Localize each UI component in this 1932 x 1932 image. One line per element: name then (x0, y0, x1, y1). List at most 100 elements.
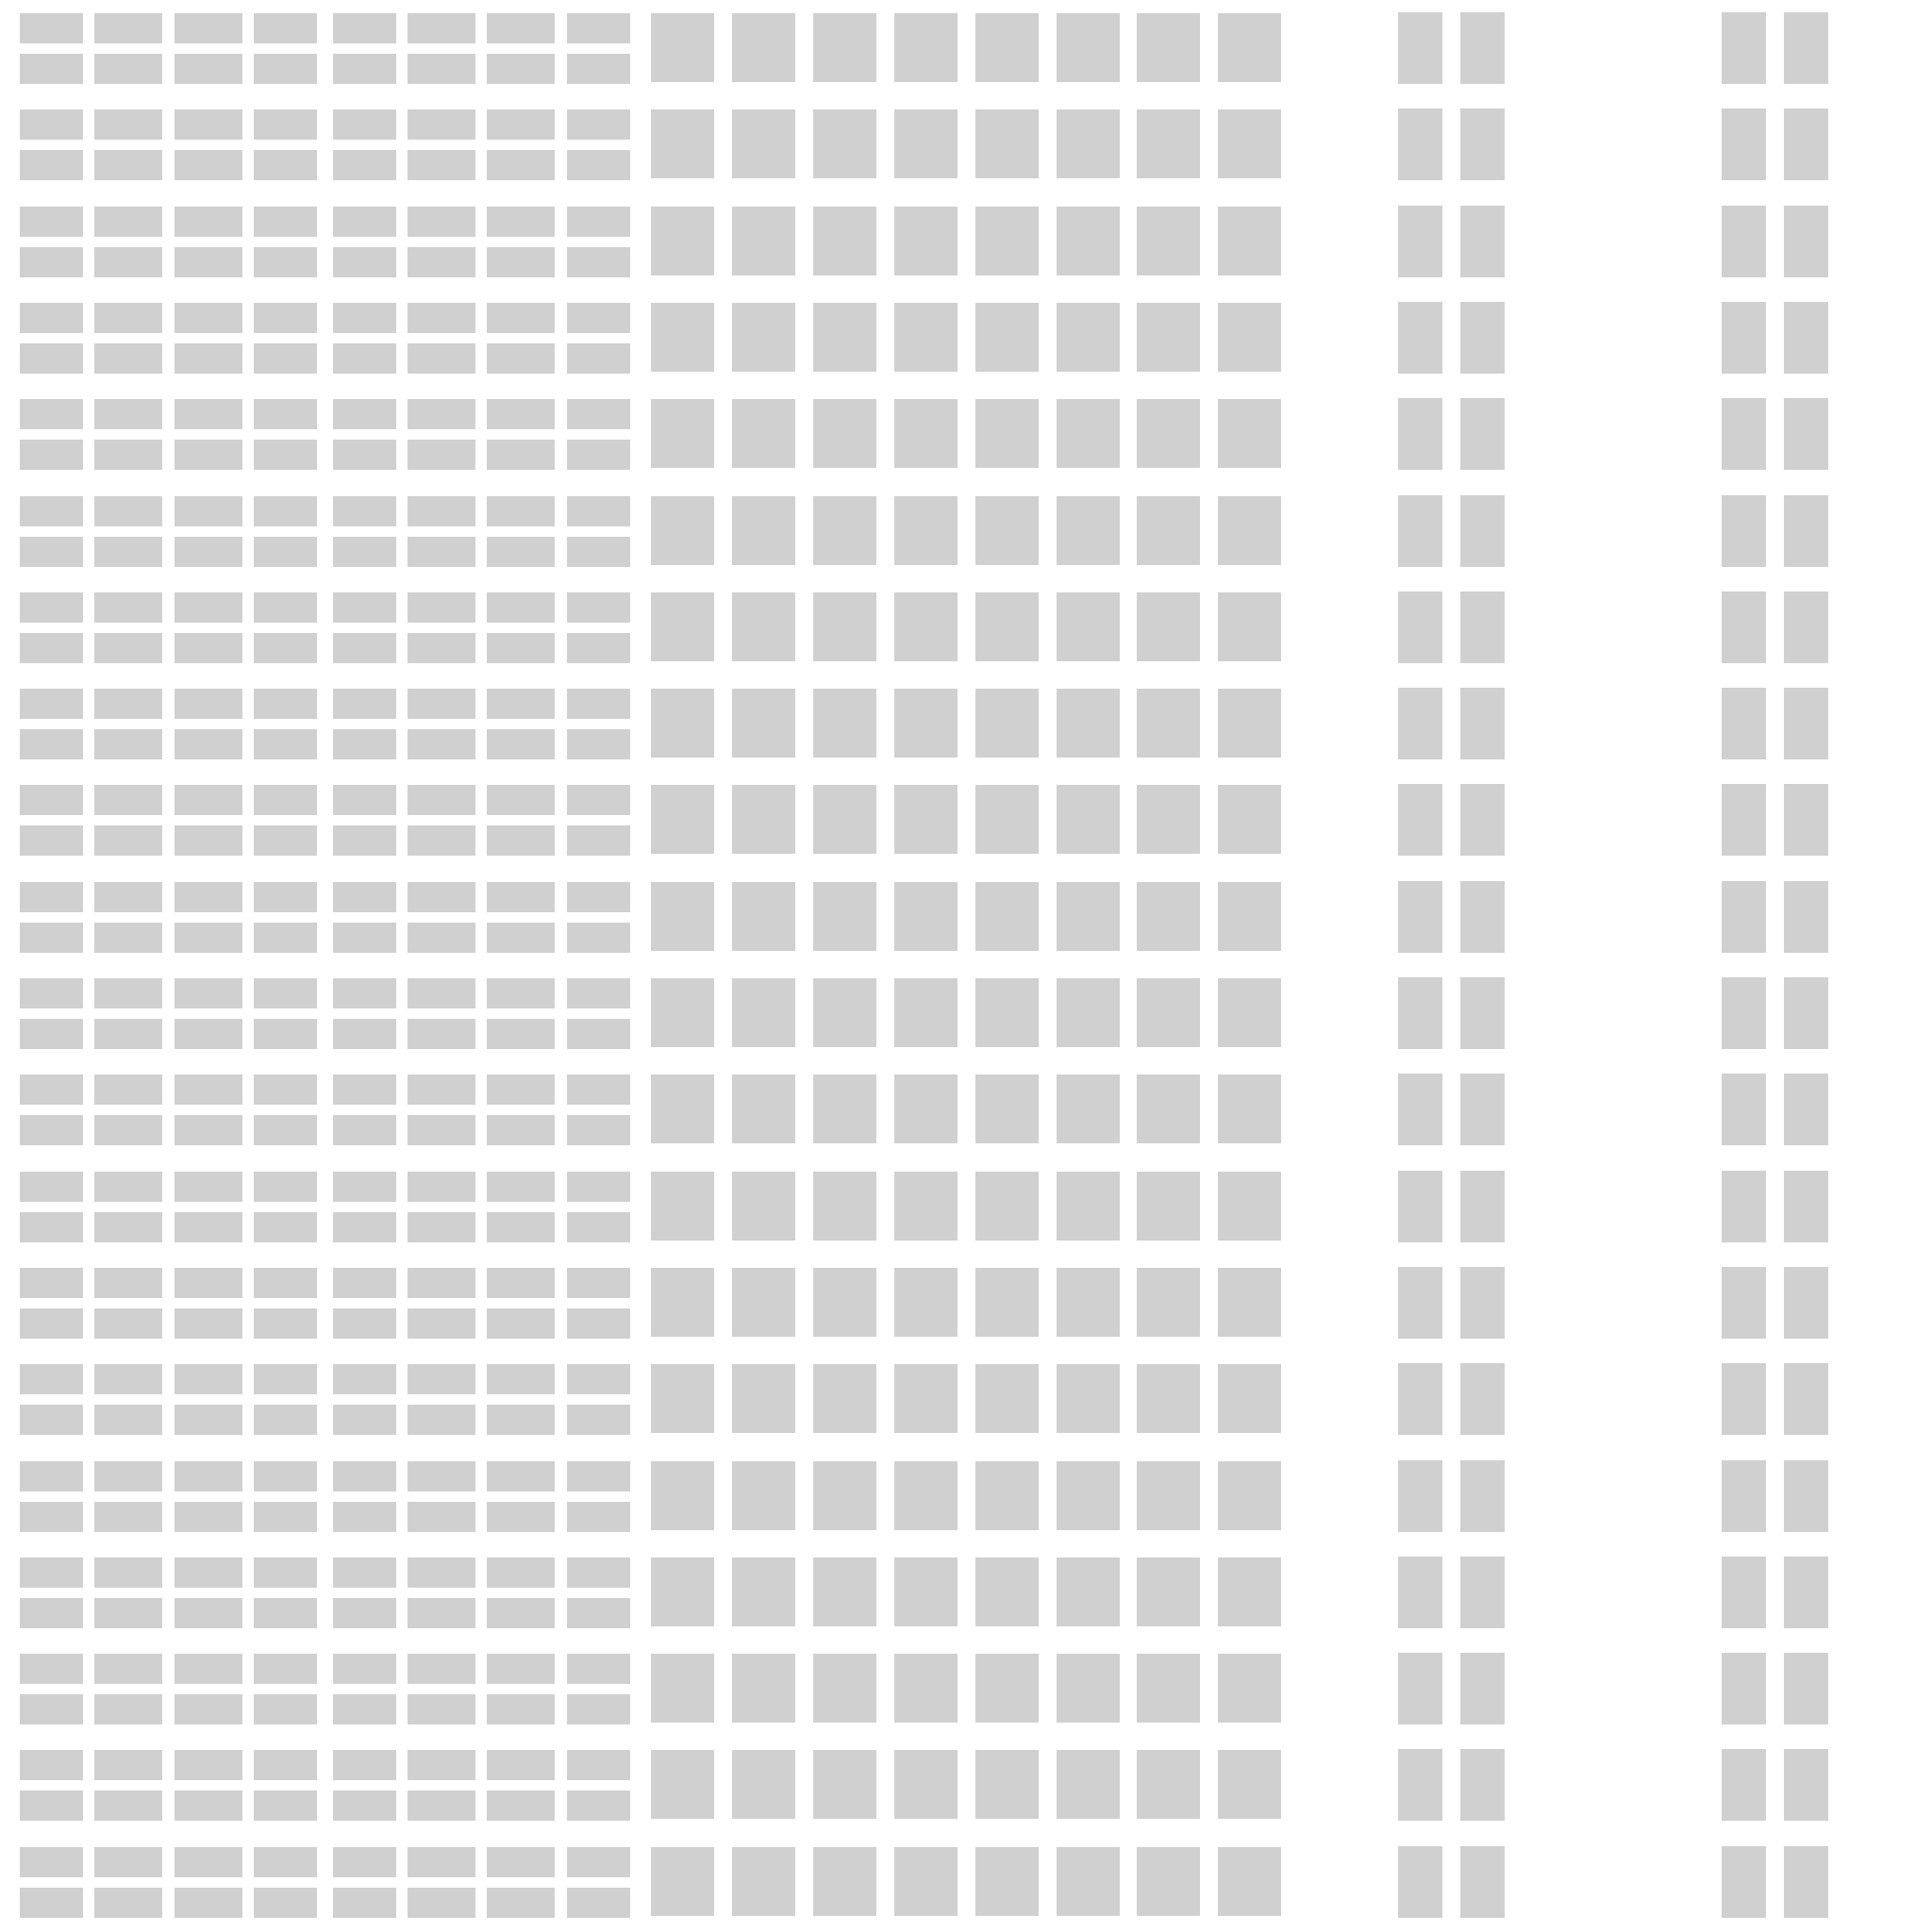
wide-flat-bars-tile (487, 1267, 555, 1298)
wide-flat-bars-tile (567, 1750, 630, 1781)
wide-flat-bars-tile (20, 1211, 83, 1242)
squares-tile (1057, 495, 1120, 565)
squares-tile (1057, 978, 1120, 1047)
wide-flat-bars-tile (175, 1501, 242, 1532)
squares-tile (975, 1846, 1039, 1916)
squares-tile (1057, 785, 1120, 855)
wide-flat-bars-tile (94, 150, 162, 181)
wide-flat-bars-tile (333, 399, 396, 430)
wide-flat-bars-tile (20, 978, 83, 1008)
wide-flat-bars-tile (254, 1307, 317, 1339)
wide-flat-bars-tile (567, 785, 630, 816)
squares-tile (651, 13, 714, 82)
wide-flat-bars-tile (333, 825, 396, 857)
wide-flat-bars-tile (408, 1654, 475, 1685)
squares-tile (651, 1460, 714, 1530)
squares-tile (894, 399, 958, 469)
wide-flat-bars-tile (487, 1307, 555, 1339)
squares-tile (732, 1074, 795, 1144)
narrow-bars-right-tile (1784, 880, 1828, 953)
wide-flat-bars-tile (175, 1750, 242, 1781)
wide-flat-bars-tile (333, 1074, 396, 1106)
wide-flat-bars-tile (408, 342, 475, 374)
squares-tile (1137, 1074, 1200, 1144)
wide-flat-bars-tile (175, 689, 242, 720)
squares-tile (975, 206, 1039, 275)
narrow-bars-right-tile (1784, 108, 1828, 181)
squares-tile (1057, 399, 1120, 469)
squares-tile (651, 1267, 714, 1337)
wide-flat-bars-tile (487, 302, 555, 333)
wide-flat-bars-tile (567, 399, 630, 430)
wide-flat-bars-tile (487, 1211, 555, 1242)
wide-flat-bars-tile (333, 1597, 396, 1628)
squares-tile (1218, 495, 1281, 565)
squares-tile (1057, 1267, 1120, 1337)
wide-flat-bars-tile (94, 1211, 162, 1242)
wide-flat-bars-tile (408, 1364, 475, 1395)
wide-flat-bars-tile (175, 399, 242, 430)
wide-flat-bars-tile (20, 1790, 83, 1822)
wide-flat-bars-tile (94, 591, 162, 623)
wide-flat-bars-tile (254, 1074, 317, 1106)
narrow-bars-center-tile (1398, 108, 1442, 181)
wide-flat-bars-tile (20, 1019, 83, 1049)
squares-tile (813, 1364, 876, 1434)
wide-flat-bars-tile (408, 1171, 475, 1202)
narrow-bars-right-tile (1722, 784, 1766, 857)
squares-tile (813, 1557, 876, 1626)
wide-flat-bars-tile (94, 399, 162, 430)
wide-flat-bars-tile (487, 591, 555, 623)
wide-flat-bars-tile (487, 1750, 555, 1781)
wide-flat-bars-tile (20, 1750, 83, 1781)
squares-tile (813, 13, 876, 82)
squares-tile (651, 399, 714, 469)
squares-tile (894, 1171, 958, 1241)
wide-flat-bars-tile (487, 399, 555, 430)
narrow-bars-right-tile (1784, 784, 1828, 857)
wide-flat-bars-tile (94, 1750, 162, 1781)
squares-tile (1218, 1171, 1281, 1241)
wide-flat-bars-tile (175, 591, 242, 623)
squares-tile (894, 109, 958, 179)
wide-flat-bars-tile (20, 109, 83, 141)
wide-flat-bars-tile (20, 785, 83, 816)
wide-flat-bars-tile (175, 1557, 242, 1588)
squares-tile (1057, 591, 1120, 661)
wide-flat-bars-tile (20, 1501, 83, 1532)
wide-flat-bars-tile (333, 302, 396, 333)
squares-tile (894, 1557, 958, 1626)
wide-flat-bars-tile (254, 246, 317, 277)
wide-flat-bars-tile (254, 978, 317, 1008)
narrow-bars-right-tile (1722, 1266, 1766, 1339)
squares-tile (1137, 978, 1200, 1047)
squares-tile (1218, 978, 1281, 1047)
wide-flat-bars-tile (20, 1307, 83, 1339)
wide-flat-bars-tile (20, 591, 83, 623)
squares-tile (975, 495, 1039, 565)
wide-flat-bars-tile (333, 1887, 396, 1918)
narrow-bars-center-tile (1460, 1363, 1505, 1436)
wide-flat-bars-tile (175, 825, 242, 857)
wide-flat-bars-tile (333, 1171, 396, 1202)
squares-tile (813, 1074, 876, 1144)
squares-tile (732, 13, 795, 82)
wide-flat-bars-tile (408, 246, 475, 277)
wide-flat-bars-tile (20, 399, 83, 430)
squares-tile (1218, 689, 1281, 758)
squares-tile (975, 1074, 1039, 1144)
squares-tile (1218, 206, 1281, 275)
squares-tile (1057, 13, 1120, 82)
wide-flat-bars-tile (408, 536, 475, 567)
narrow-bars-right-tile (1784, 1749, 1828, 1822)
squares-tile (732, 978, 795, 1047)
squares-tile (732, 1750, 795, 1820)
wide-flat-bars-tile (333, 1267, 396, 1298)
wide-flat-bars-tile (254, 1115, 317, 1146)
wide-flat-bars-tile (254, 1790, 317, 1822)
wide-flat-bars-tile (20, 1460, 83, 1491)
wide-flat-bars-tile (20, 536, 83, 567)
wide-flat-bars-tile (333, 1694, 396, 1725)
squares-tile (1218, 785, 1281, 855)
